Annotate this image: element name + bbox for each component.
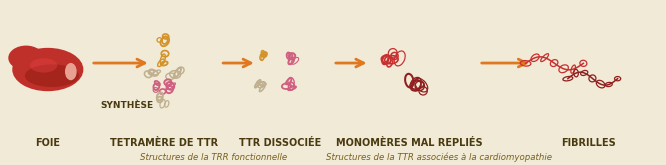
Ellipse shape (12, 48, 83, 91)
Ellipse shape (8, 46, 44, 70)
Ellipse shape (65, 63, 77, 80)
Text: Structures de la TTR associées à la cardiomyopathie: Structures de la TTR associées à la card… (326, 152, 552, 162)
Text: FOIE: FOIE (35, 137, 61, 148)
Ellipse shape (25, 64, 79, 87)
Text: FIBRILLES: FIBRILLES (561, 137, 615, 148)
Text: SYNTHÈSE: SYNTHÈSE (101, 101, 154, 110)
Text: TETRAMÈRE DE TTR: TETRAMÈRE DE TTR (110, 137, 218, 148)
Text: Structures de la TRR fonctionnelle: Structures de la TRR fonctionnelle (140, 153, 287, 162)
Ellipse shape (30, 58, 57, 73)
Text: TTR DISSOCIÉE: TTR DISSOCIÉE (239, 137, 321, 148)
Text: MONOMÈRES MAL REPLIÉS: MONOMÈRES MAL REPLIÉS (336, 137, 483, 148)
